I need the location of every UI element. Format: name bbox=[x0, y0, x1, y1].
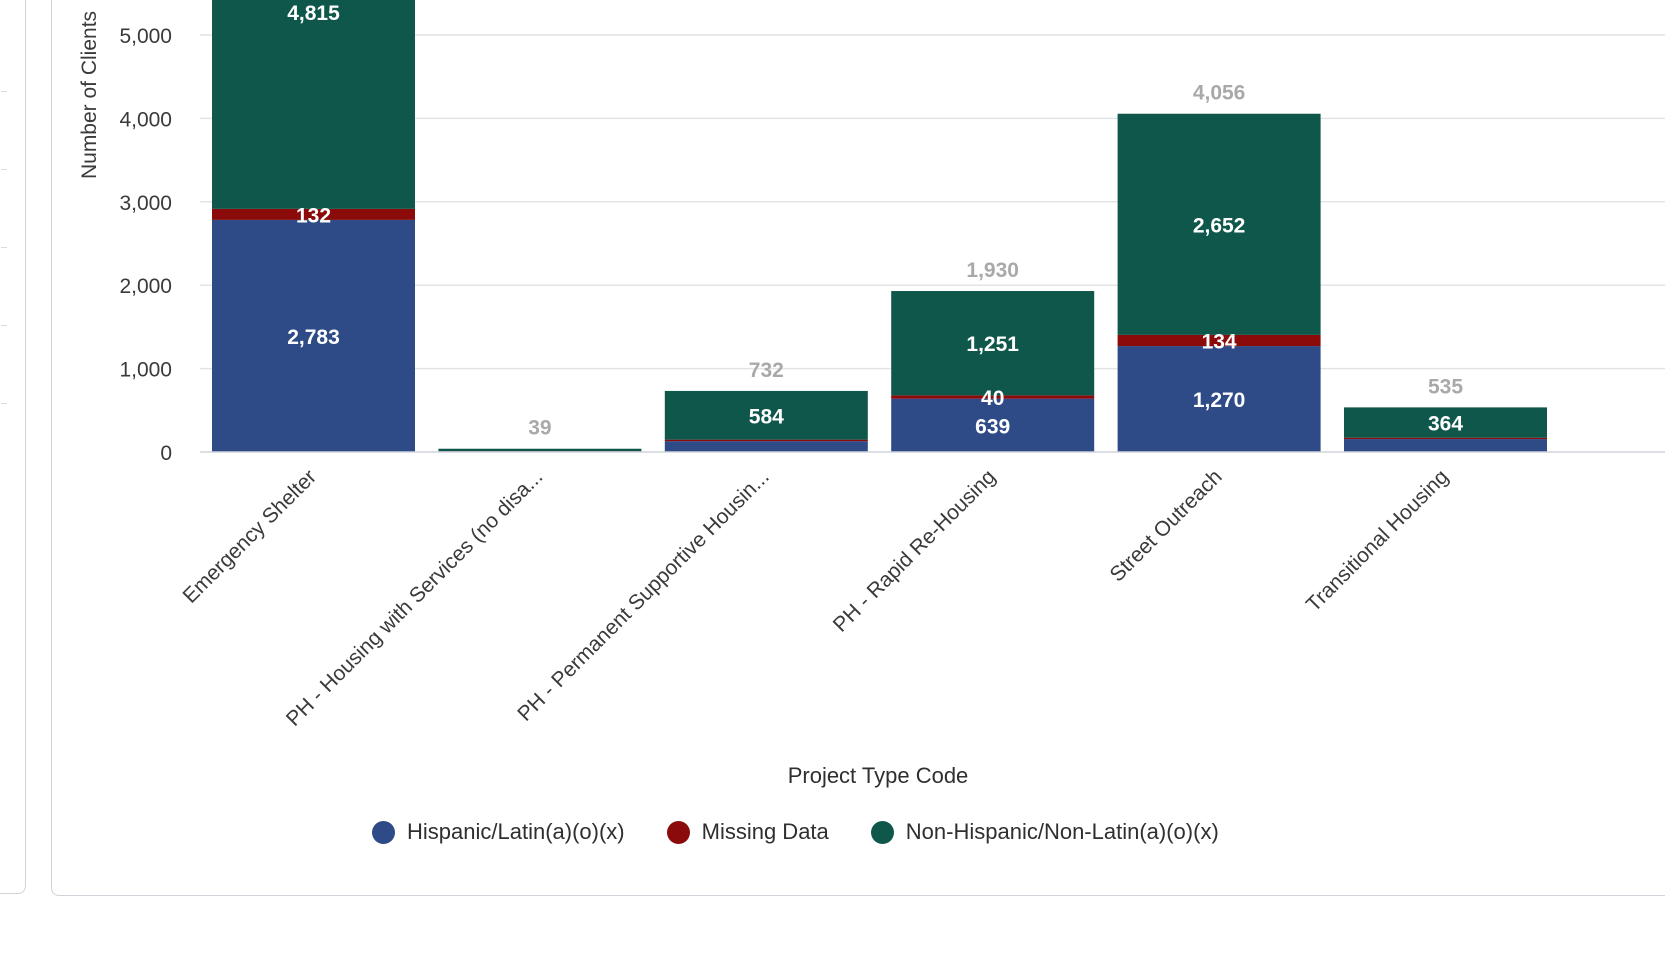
bar-segment bbox=[1117, 346, 1321, 452]
x-tick-label: Street Outreach bbox=[1106, 465, 1227, 586]
y-tick-label: 0 bbox=[160, 442, 172, 465]
side-panel bbox=[0, 0, 26, 894]
legend-swatch-icon bbox=[870, 820, 894, 844]
panel-divider bbox=[1, 403, 7, 404]
bar-segment bbox=[438, 448, 642, 451]
x-tick-label: Emergency Shelter bbox=[178, 465, 321, 608]
y-tick-label: 1,000 bbox=[119, 359, 172, 382]
bar-segment bbox=[1344, 437, 1547, 440]
segment-value-label: 639 bbox=[975, 415, 1010, 438]
legend-item[interactable]: Non-Hispanic/Non-Latin(a)(o)(x) bbox=[870, 819, 1219, 845]
bar-total-label: 4,056 bbox=[1193, 82, 1246, 105]
segment-value-label: 132 bbox=[296, 204, 331, 227]
legend-label: Non-Hispanic/Non-Latin(a)(o)(x) bbox=[905, 819, 1219, 844]
bar-segment bbox=[891, 291, 1095, 396]
legend-label: Hispanic/Latin(a)(o)(x) bbox=[407, 819, 625, 844]
panel-divider bbox=[1, 169, 7, 170]
bar-segment bbox=[664, 441, 868, 452]
segment-value-label: 1,270 bbox=[1193, 389, 1246, 412]
bar-segment bbox=[1344, 439, 1547, 452]
bar-segment bbox=[1344, 407, 1547, 438]
legend-swatch-icon bbox=[372, 820, 395, 844]
bar-segment bbox=[212, 208, 415, 220]
y-tick-label: 2,000 bbox=[119, 275, 172, 298]
x-axis-title: Project Type Code bbox=[788, 763, 969, 788]
panel-divider bbox=[1, 325, 7, 326]
bar-segment bbox=[891, 398, 1095, 452]
bar-segment bbox=[212, 219, 415, 452]
bar-total-label: 732 bbox=[749, 359, 784, 382]
segment-value-label: 2,652 bbox=[1193, 214, 1246, 237]
legend-swatch-icon bbox=[666, 820, 690, 844]
segment-value-label: 584 bbox=[749, 405, 784, 428]
y-tick-label: 5,000 bbox=[119, 25, 172, 48]
x-tick-label: PH - Housing with Services (no disa... bbox=[282, 465, 547, 730]
bar-total-label: 1,930 bbox=[966, 259, 1019, 282]
segment-value-label: 40 bbox=[981, 387, 1004, 410]
x-tick-label: PH - Rapid Re-Housing bbox=[829, 465, 1000, 636]
legend-item[interactable]: Hispanic/Latin(a)(o)(x) bbox=[372, 819, 625, 845]
bar-segment bbox=[1117, 113, 1321, 335]
segment-value-label: 1,251 bbox=[966, 333, 1019, 356]
segment-value-label: 134 bbox=[1202, 330, 1237, 353]
x-tick-label: PH - Permanent Supportive Housin... bbox=[513, 465, 774, 726]
bar-segment bbox=[664, 390, 868, 440]
legend-label: Missing Data bbox=[701, 819, 829, 844]
segment-value-label: 364 bbox=[1428, 413, 1463, 436]
legend-item[interactable]: Missing Data bbox=[666, 819, 829, 845]
bar-segment bbox=[212, 0, 415, 209]
bar-segment bbox=[1117, 334, 1321, 347]
y-axis-title: Number of Clients bbox=[78, 11, 101, 179]
bar-total-label: 535 bbox=[1428, 375, 1463, 398]
chart-legend: Hispanic/Latin(a)(o)(x) Missing Data Non-H… bbox=[372, 819, 1261, 845]
bar-total-label: 39 bbox=[528, 417, 551, 440]
panel-divider bbox=[1, 247, 7, 248]
x-tick-label: Transitional Housing bbox=[1302, 465, 1453, 616]
segment-value-label: 4,815 bbox=[287, 2, 340, 25]
y-tick-label: 3,000 bbox=[119, 192, 172, 215]
y-tick-label: 4,000 bbox=[119, 108, 172, 131]
bar-segment bbox=[664, 439, 868, 442]
segment-value-label: 2,783 bbox=[287, 326, 340, 349]
panel-divider bbox=[1, 91, 7, 92]
bar-segment bbox=[891, 395, 1095, 399]
